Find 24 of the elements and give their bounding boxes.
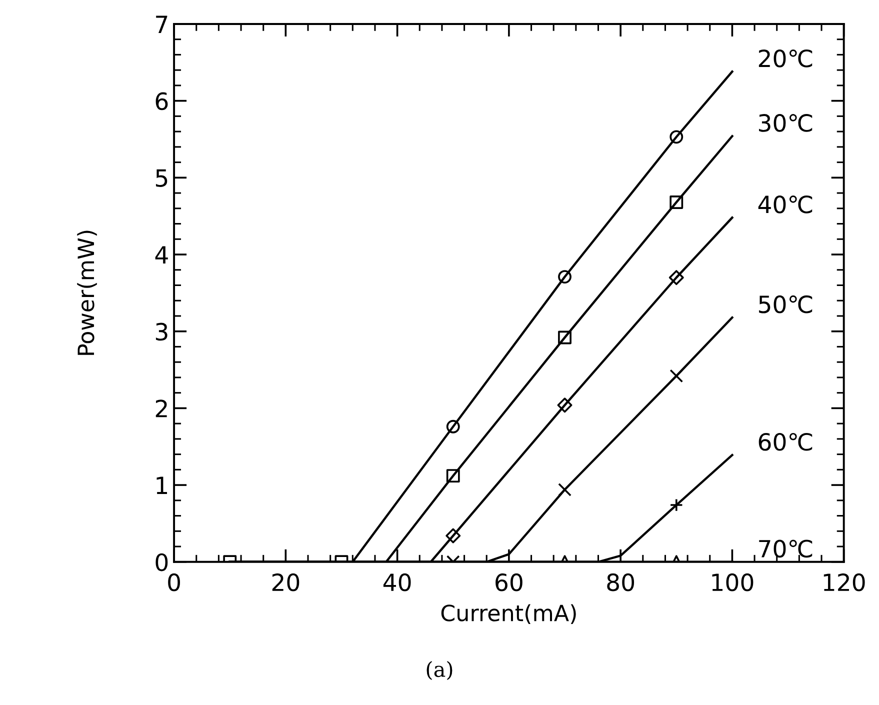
legend-label: 60℃ [758,432,812,451]
y-tick-label: 0 [156,553,168,572]
y-axis-title: Power(mW) [77,230,97,355]
legend-label: 40℃ [758,196,812,214]
y-tick-label: 6 [156,92,168,110]
legend-label: 20℃ [758,49,812,68]
legend-label: 70℃ [759,540,812,558]
x-axis-title: Current(mA) [441,604,576,624]
x-tick-label: 0 [168,573,180,592]
y-tick-label: 2 [156,400,167,418]
x-tick-label: 40 [383,573,411,592]
y-tick-label: 4 [155,246,168,264]
y-tick-label: 7 [156,16,168,33]
x-tick-label: 100 [712,573,754,592]
y-tick-label: 1 [156,476,167,494]
x-tick-label: 120 [824,573,865,592]
x-tick-label: 80 [607,573,634,592]
y-tick-label: 3 [156,322,168,341]
legend-label: 30℃ [759,114,812,132]
legend-label: 50℃ [759,295,812,314]
text: (a) [426,660,452,680]
x-tick-label: 20 [272,573,300,592]
x-tick-label: 60 [496,573,522,592]
y-tick-label: 5 [156,169,168,187]
